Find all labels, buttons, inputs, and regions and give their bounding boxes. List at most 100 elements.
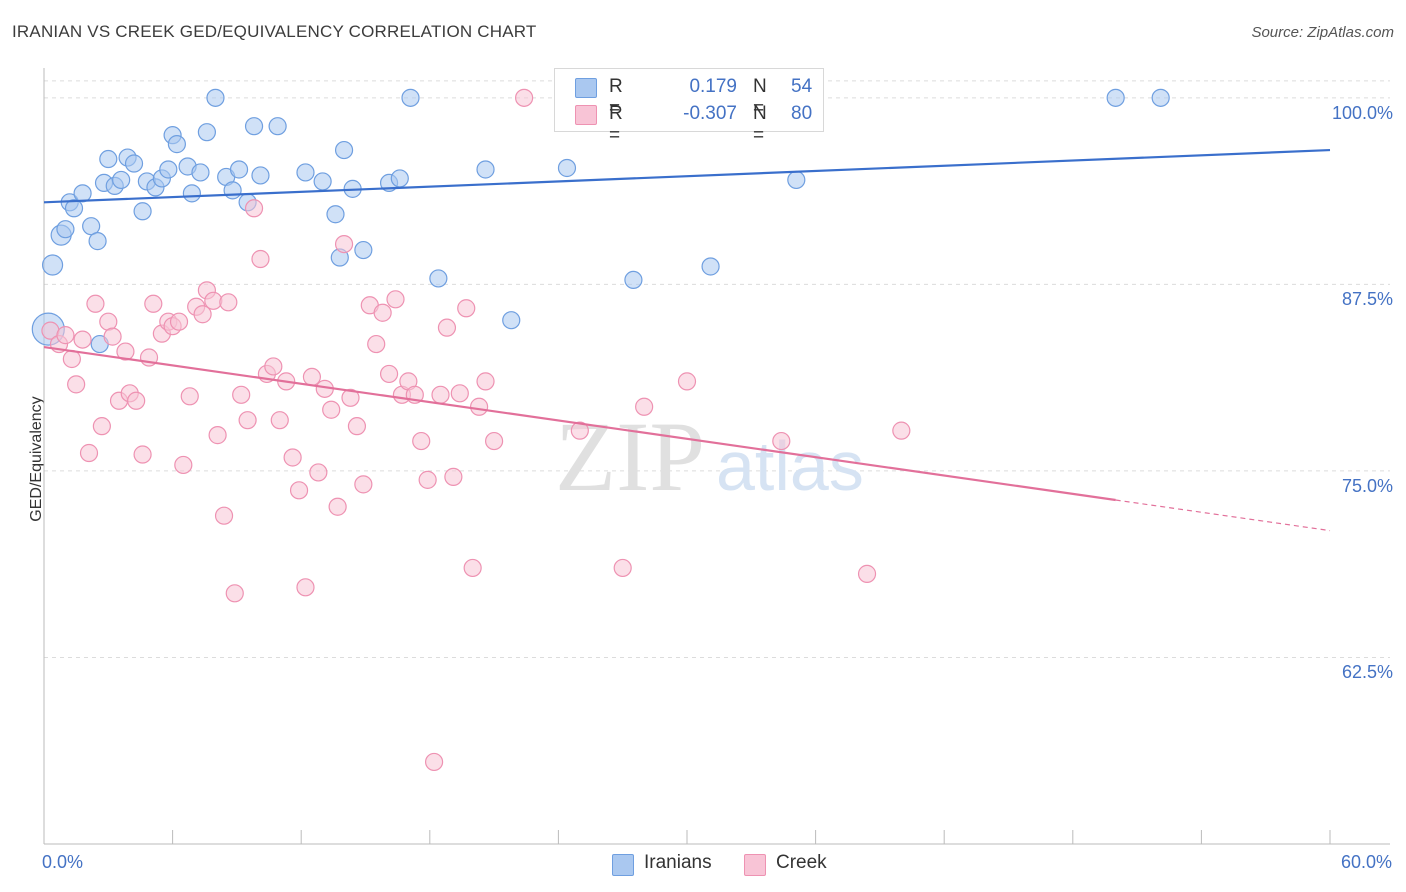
legend: R = 0.179 N = 54 R = -0.307 N = 80 bbox=[554, 68, 824, 146]
point-creek bbox=[251, 249, 270, 269]
trendline-creek-dashed bbox=[1115, 499, 1331, 532]
point-iranians bbox=[701, 257, 720, 276]
point-iranians bbox=[64, 199, 84, 218]
point-creek bbox=[450, 384, 469, 403]
x-tick-label: 0.0% bbox=[42, 852, 84, 872]
point-creek bbox=[367, 334, 386, 354]
point-creek bbox=[219, 293, 238, 312]
y-tick-label: 62.5% bbox=[1341, 662, 1393, 683]
point-iranians bbox=[229, 160, 249, 179]
point-iranians bbox=[334, 140, 354, 160]
point-creek bbox=[463, 558, 482, 578]
point-creek bbox=[289, 481, 309, 500]
point-creek bbox=[431, 385, 450, 404]
point-iranians bbox=[1151, 88, 1170, 107]
point-iranians bbox=[159, 160, 178, 179]
point-iranians bbox=[41, 254, 64, 276]
y-tick-label: 100.0% bbox=[1331, 102, 1393, 123]
point-creek bbox=[444, 467, 463, 486]
point-creek bbox=[73, 330, 92, 349]
y-tick-label: 75.0% bbox=[1341, 475, 1393, 496]
legend-r-label: R = bbox=[609, 76, 623, 119]
point-iranians bbox=[1106, 88, 1125, 107]
point-creek bbox=[214, 506, 234, 525]
legend-n-value-iranians: 54 bbox=[791, 76, 813, 97]
point-creek bbox=[341, 388, 360, 407]
point-creek bbox=[56, 326, 75, 345]
point-creek bbox=[144, 294, 163, 313]
point-iranians bbox=[401, 88, 420, 107]
point-creek bbox=[133, 445, 152, 464]
point-creek bbox=[302, 367, 322, 387]
point-iranians bbox=[476, 160, 495, 179]
point-creek bbox=[62, 349, 81, 369]
point-creek bbox=[437, 318, 457, 337]
point-creek bbox=[208, 426, 227, 445]
point-iranians bbox=[88, 232, 107, 251]
legend-n-label: N = bbox=[753, 76, 767, 119]
point-iranians bbox=[787, 170, 806, 190]
point-iranians bbox=[557, 158, 577, 178]
point-creek bbox=[892, 421, 911, 440]
point-iranians bbox=[124, 154, 144, 173]
trendline-creek bbox=[43, 345, 1116, 502]
point-creek bbox=[354, 475, 373, 494]
point-creek bbox=[99, 312, 118, 331]
point-iranians bbox=[251, 166, 270, 185]
trendline-iranians bbox=[43, 148, 1331, 204]
point-creek bbox=[772, 431, 791, 451]
legend-swatch-creek bbox=[575, 105, 597, 125]
point-creek bbox=[127, 391, 146, 410]
point-iranians bbox=[268, 117, 287, 136]
point-creek bbox=[270, 411, 289, 430]
point-creek bbox=[515, 88, 534, 107]
point-iranians bbox=[167, 135, 186, 154]
point-creek bbox=[347, 417, 367, 436]
point-creek bbox=[225, 584, 244, 603]
y-tick-label: 87.5% bbox=[1341, 289, 1393, 310]
point-creek bbox=[476, 372, 495, 391]
point-iranians bbox=[244, 117, 264, 136]
point-iranians bbox=[223, 181, 242, 200]
point-creek bbox=[412, 431, 431, 451]
point-creek bbox=[613, 558, 632, 578]
point-iranians bbox=[99, 149, 118, 169]
point-creek bbox=[334, 234, 354, 254]
x-tick-label: 60.0% bbox=[1340, 852, 1392, 872]
point-creek bbox=[418, 470, 437, 489]
point-iranians bbox=[206, 88, 225, 107]
point-creek bbox=[244, 199, 264, 218]
point-iranians bbox=[429, 269, 448, 288]
point-creek bbox=[379, 364, 399, 384]
axes bbox=[43, 68, 1390, 845]
trend-lines bbox=[43, 148, 1331, 532]
point-creek bbox=[169, 312, 189, 331]
point-creek bbox=[469, 397, 489, 416]
point-creek bbox=[283, 448, 302, 467]
point-creek bbox=[857, 564, 877, 583]
point-creek bbox=[204, 291, 223, 310]
legend-n-label: N = bbox=[753, 103, 767, 146]
point-creek bbox=[328, 497, 347, 516]
point-creek bbox=[570, 421, 589, 440]
point-creek bbox=[174, 455, 193, 475]
point-creek bbox=[116, 342, 135, 361]
chart-title: IRANIAN VS CREEK GED/EQUIVALENCY CORRELA… bbox=[12, 22, 537, 41]
point-creek bbox=[67, 375, 86, 394]
point-iranians bbox=[390, 169, 409, 188]
point-creek bbox=[424, 752, 444, 772]
point-creek bbox=[309, 463, 328, 482]
watermark-zip: ZIP bbox=[555, 401, 705, 512]
point-creek bbox=[635, 397, 654, 416]
data-points bbox=[31, 88, 1170, 772]
point-iranians bbox=[191, 163, 210, 182]
point-iranians bbox=[313, 172, 332, 191]
point-creek bbox=[193, 305, 212, 324]
bottom-legend-swatch-creek bbox=[744, 854, 766, 876]
point-creek bbox=[79, 443, 99, 463]
legend-r-label: R = bbox=[609, 103, 623, 146]
point-iranians bbox=[624, 270, 643, 290]
point-creek bbox=[238, 411, 257, 430]
point-iranians bbox=[112, 170, 131, 190]
point-iranians bbox=[502, 311, 521, 330]
